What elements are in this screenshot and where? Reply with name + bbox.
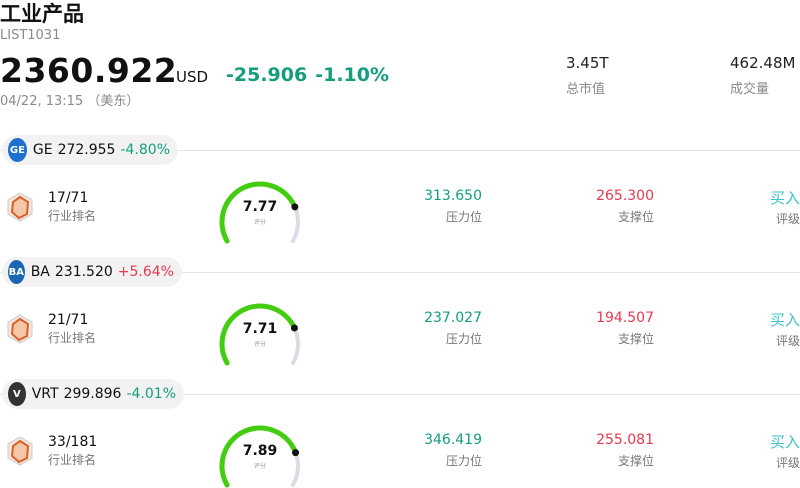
gauge-fill (219, 425, 299, 488)
support-label: 支撑位 (617, 332, 654, 346)
boeing-logo-icon: BA (8, 260, 25, 284)
stock-ticker: VRT (31, 386, 59, 402)
rating-value[interactable]: 买入 (769, 189, 800, 207)
row-divider (0, 272, 800, 273)
industry-rank-value: 33/181 (48, 434, 98, 450)
resistance-label: 压力位 (445, 454, 482, 468)
list-code: LIST1031 (0, 28, 61, 43)
support-value: 194.507 (596, 310, 654, 326)
currency-label: USD (176, 68, 209, 86)
score-value: 7.77 (242, 199, 278, 215)
score-label: 评分 (253, 341, 266, 348)
industry-rank-label: 行业排名 (48, 453, 97, 467)
score-gauge: 7.77 评分 (216, 180, 304, 244)
industry-rank-value: 17/71 (48, 190, 89, 206)
resistance-value: 346.419 (424, 432, 482, 448)
rating-label: 评级 (775, 334, 800, 348)
stock-change-percent: -4.80% (120, 142, 170, 158)
change-percent: -1.10% (315, 64, 390, 86)
stock-chip[interactable]: V VRT 299.896 -4.01% (2, 379, 184, 409)
industry-rank-icon (6, 436, 34, 466)
score-value: 7.71 (242, 321, 278, 337)
vertiv-logo-icon: V (8, 382, 26, 406)
stock-price: 299.896 (63, 386, 122, 402)
stock-price: 272.955 (57, 142, 116, 158)
industry-rank-icon (6, 314, 34, 344)
stock-change-percent: +5.64% (117, 264, 174, 280)
support-value: 255.081 (596, 432, 654, 448)
industry-rank-label: 行业排名 (48, 209, 97, 223)
support-label: 支撑位 (617, 454, 654, 468)
volume-label: 成交量 (730, 82, 770, 97)
resistance-label: 压力位 (445, 332, 482, 346)
rating-label: 评级 (775, 456, 800, 470)
gauge-marker (291, 203, 299, 211)
industry-rank-label: 行业排名 (48, 331, 97, 345)
stock-chip[interactable]: BA BA 231.520 +5.64% (2, 257, 182, 287)
resistance-label: 压力位 (445, 210, 482, 224)
resistance-value: 237.027 (424, 310, 482, 326)
timestamp: 04/22, 13:15 （美东） (0, 94, 140, 109)
market-cap-label: 总市值 (566, 82, 606, 97)
gauge-fill (219, 181, 298, 244)
stock-chip[interactable]: GE GE 272.955 -4.80% (2, 135, 178, 165)
support-label: 支撑位 (617, 210, 654, 224)
score-gauge: 7.89 评分 (216, 424, 304, 488)
gauge-fill (219, 303, 297, 366)
resistance-value: 313.650 (424, 188, 482, 204)
row-divider (0, 150, 800, 151)
support-value: 265.300 (596, 188, 654, 204)
market-cap-value: 3.45T (566, 54, 609, 72)
gauge-marker (292, 449, 300, 457)
rating-label: 评级 (775, 212, 800, 226)
score-label: 评分 (253, 463, 266, 470)
rating-value[interactable]: 买入 (769, 433, 800, 451)
stock-price: 231.520 (54, 264, 113, 280)
volume-value: 462.48M (730, 54, 796, 72)
index-price: 2360.922 (0, 51, 178, 90)
score-gauge: 7.71 评分 (216, 302, 304, 366)
ge-logo-icon: GE (8, 138, 27, 162)
rating-value[interactable]: 买入 (769, 311, 800, 329)
industry-rank-icon (6, 192, 34, 222)
price-change: -25.906 -1.10% (226, 64, 389, 86)
stock-ticker: BA (30, 264, 50, 280)
stock-ticker: GE (32, 142, 53, 158)
change-value: -25.906 (226, 64, 308, 86)
gauge-marker (290, 324, 298, 332)
page-title: 工业产品 (0, 2, 84, 26)
score-value: 7.89 (242, 443, 278, 459)
stock-change-percent: -4.01% (126, 386, 176, 402)
row-divider (0, 394, 800, 395)
score-label: 评分 (253, 219, 266, 226)
industry-rank-value: 21/71 (48, 312, 89, 328)
